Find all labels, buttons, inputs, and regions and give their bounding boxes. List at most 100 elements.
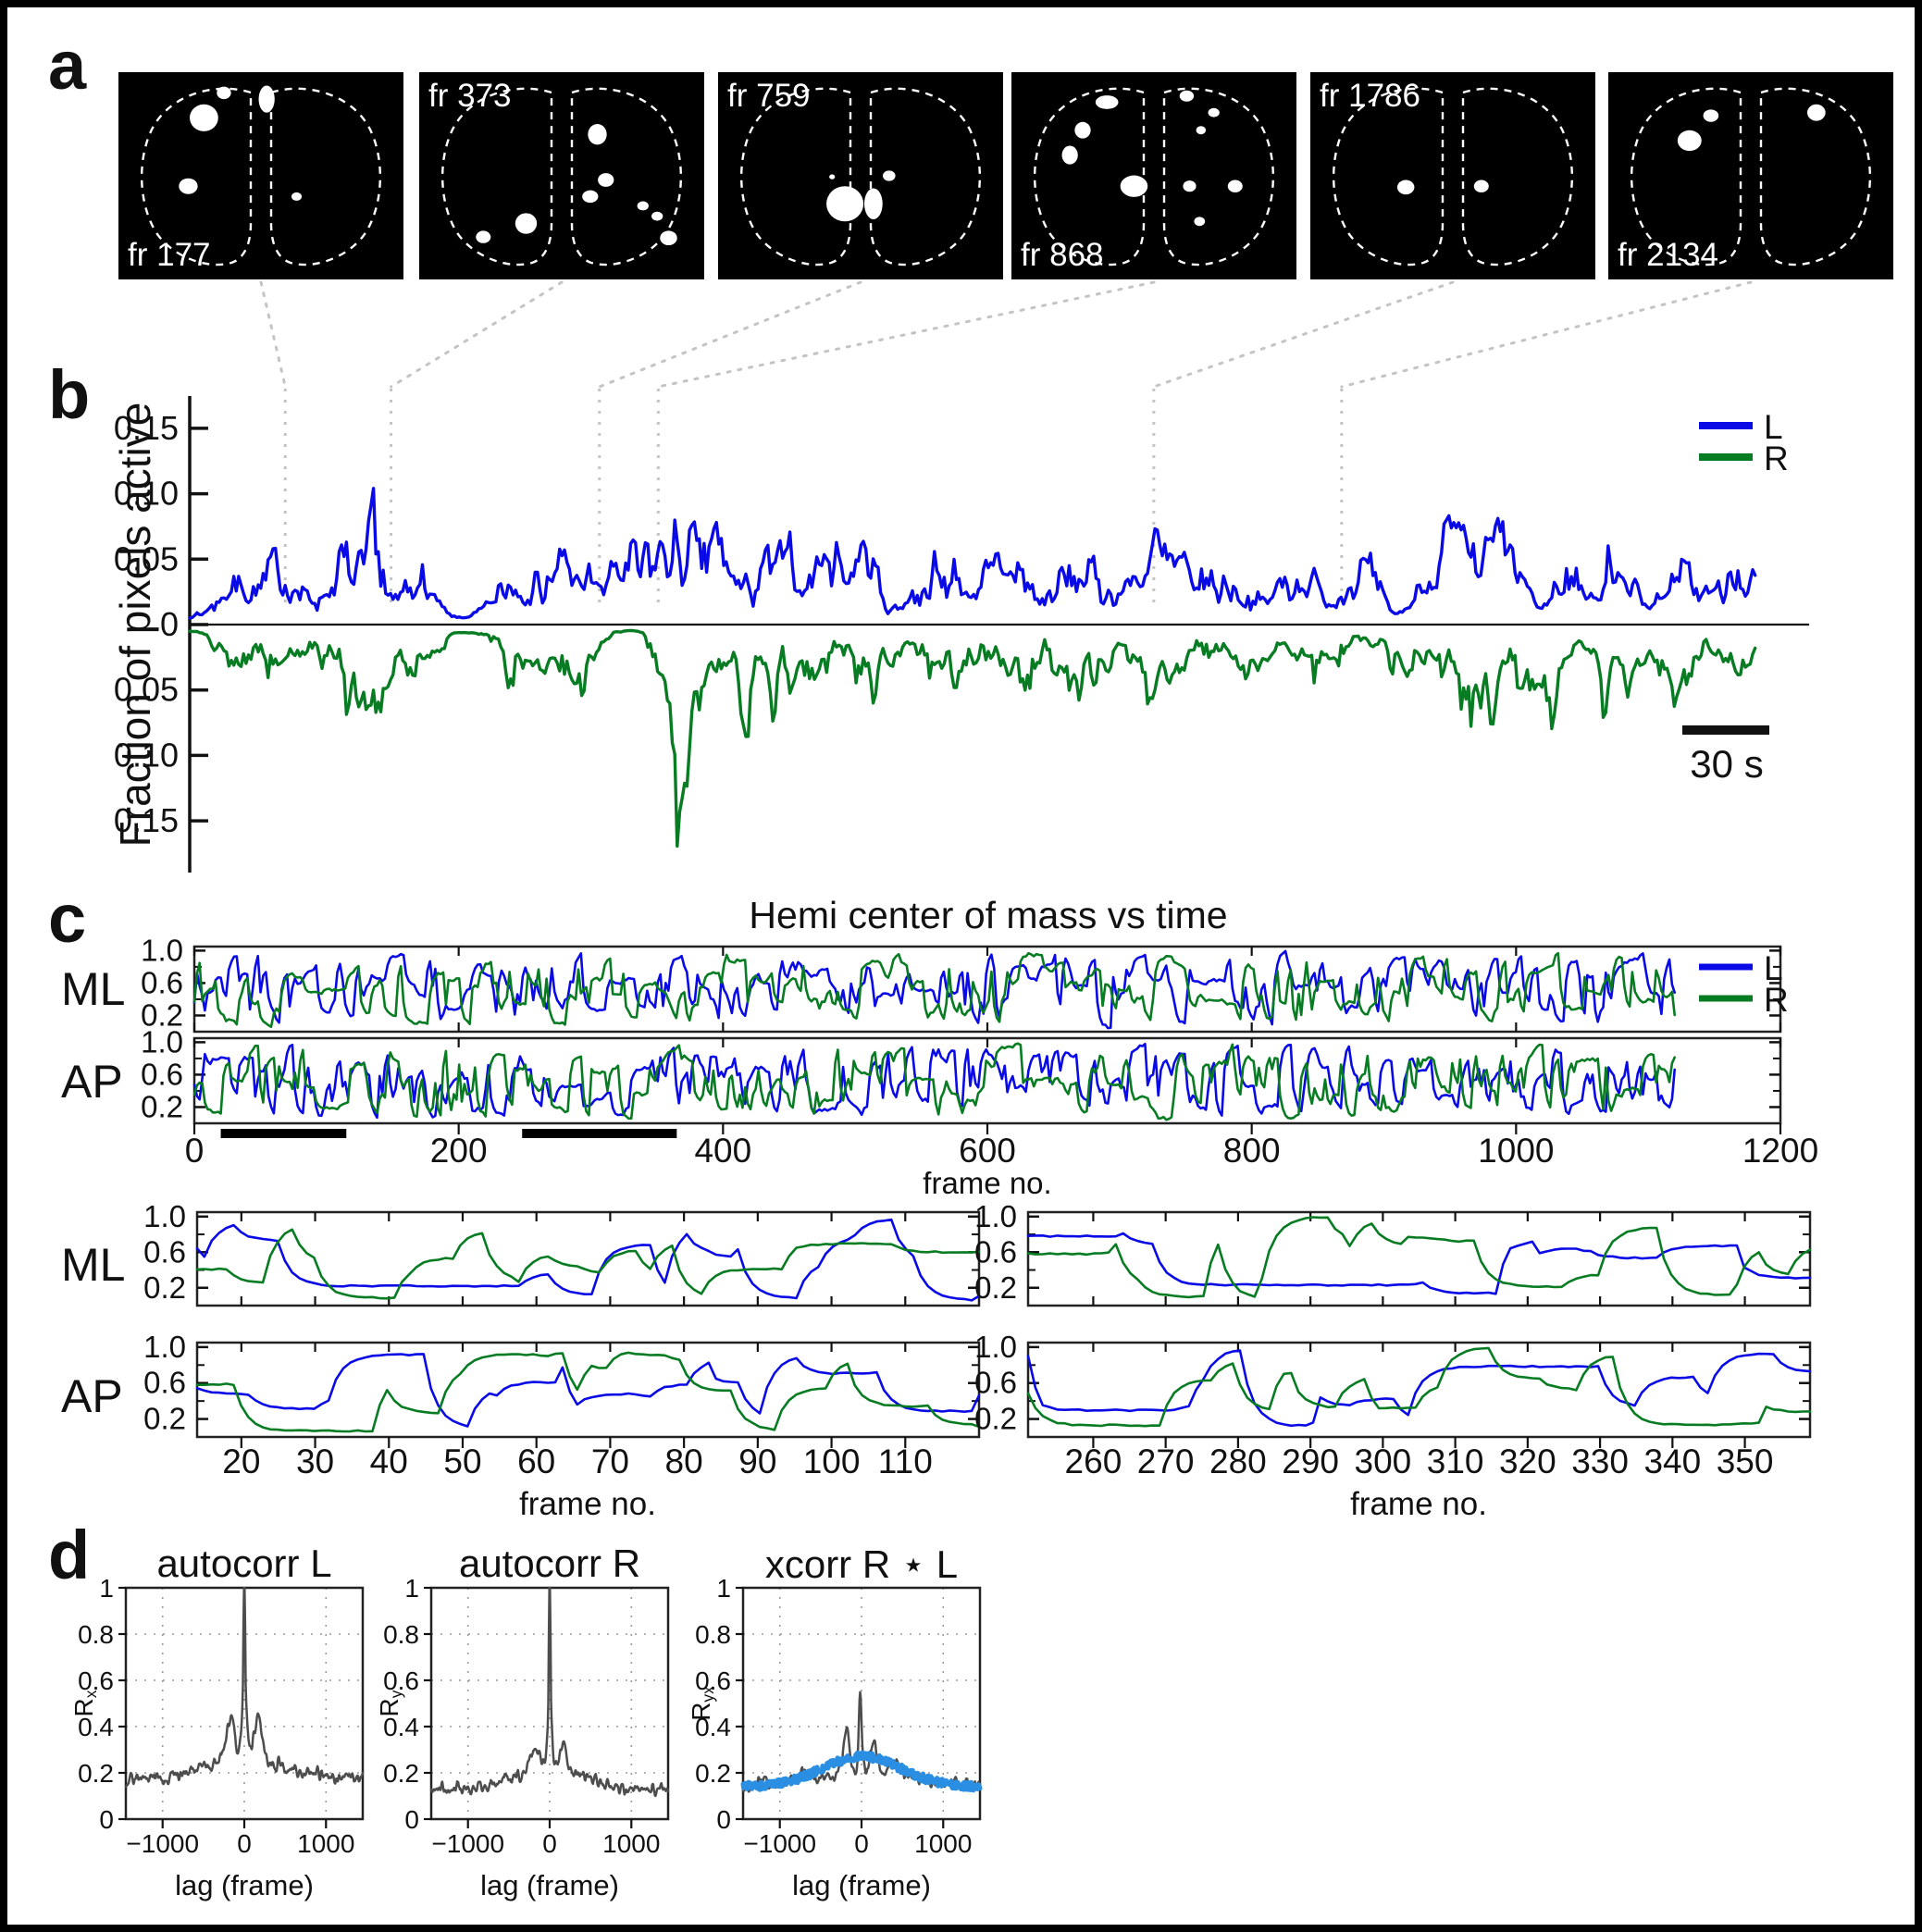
panel-c-ytick-label: 0.2 <box>974 1270 1017 1305</box>
panel-d-ytick-label: 0.2 <box>78 1759 114 1788</box>
panel-c-zoom1-AP-trace-L <box>195 1353 981 1428</box>
brain-outline <box>1759 87 1872 266</box>
panel-c-main-AP-trace-R <box>192 1042 1676 1121</box>
active-pixel-blob <box>291 192 303 201</box>
panel-c-zoom1-AP-trace-R <box>195 1351 981 1433</box>
panel-d-plot-autocorr_L: 00.20.40.60.81−1000 0 1000 <box>78 1574 365 1858</box>
panel-d-xtick-label: −1000 <box>743 1829 816 1858</box>
panel-d-ytick-label: 1 <box>99 1574 114 1603</box>
activity-frame: fr 2134 <box>1608 72 1893 279</box>
panel-c-ytick-label: 0.6 <box>143 1234 186 1269</box>
panel-c-zoom2-AP-trace-R <box>1026 1346 1812 1428</box>
connector-line <box>390 280 564 389</box>
active-pixel-blob <box>1677 130 1702 152</box>
panel-c-zoom1: 1.00.60.21.00.60.220 30 40 50 60 70 80 90 100 110 <box>143 1199 981 1480</box>
plot-box <box>192 1036 1782 1125</box>
panel-d1-y-axis-label: Rx <box>68 1690 101 1717</box>
panel-d-plot-xcorr_RL: 00.20.40.60.81−1000 0 1000 <box>695 1574 983 1858</box>
panel-d-ytick-label: 0.2 <box>383 1759 419 1788</box>
plot-box <box>1026 1210 1812 1307</box>
frame-number-label: fr 2134 <box>1618 237 1718 273</box>
panel-c-zoom1-xtick-label: 80 <box>665 1443 703 1480</box>
panel-c-zoom1-ML-trace-R <box>195 1228 981 1300</box>
panel-c-title: Hemi center of mass vs time <box>749 894 1228 936</box>
panel-c-zoom1-xtick-label: 50 <box>443 1443 481 1480</box>
active-pixel-blob <box>1196 126 1207 135</box>
panel-c-zoom1-ML-trace-L <box>195 1218 981 1302</box>
panel-c-zoom1-xtick-label: 100 <box>803 1443 861 1480</box>
panel-d-ytick-label: 0 <box>99 1805 114 1834</box>
panel-b-y-axis-label: Fraction of pixels active <box>111 402 159 848</box>
brain-outline-image <box>739 87 982 266</box>
panel-c-legend-label-L: L <box>1764 949 1783 987</box>
frame-number-label: fr 373 <box>428 78 512 114</box>
zoom-region-bar <box>522 1129 677 1138</box>
panel-c-ytick-label: 1.0 <box>141 933 183 967</box>
panel-d-trace-autocorr <box>124 1586 365 1789</box>
panel-c-zoom2-AP-trace-L <box>1026 1349 1812 1428</box>
brain-outline <box>440 87 553 266</box>
panel-c-zoom2-ML-trace-R <box>1026 1216 1812 1299</box>
brain-outline-image <box>1332 87 1574 266</box>
panel-d-xtick-label: 0 <box>237 1829 252 1858</box>
connector-line <box>1152 280 1455 389</box>
active-pixel-blob <box>1396 180 1415 195</box>
panel-d-title-autocorr-r: autocorr R <box>458 1542 641 1585</box>
active-pixel-blob <box>1120 175 1148 197</box>
panel-d-trace-xcorr <box>741 1690 982 1793</box>
brain-outline <box>739 87 852 266</box>
panel-d-xtick-label: 0 <box>542 1829 557 1858</box>
panel-c-ytick-label: 1.0 <box>143 1199 186 1233</box>
active-pixel-blob <box>1473 180 1489 192</box>
panel-b-trace-L <box>188 487 1757 620</box>
plot-box <box>124 1586 365 1821</box>
panel-c-ytick-label: 0.2 <box>141 1089 183 1123</box>
panel-c-zoom2-xtick-label: 270 <box>1137 1443 1195 1480</box>
panel-c-ytick-label: 1.0 <box>974 1330 1017 1364</box>
panel-c-zoom1-xtick-label: 20 <box>222 1443 260 1480</box>
panel-c-ytick-label: 0.2 <box>141 997 183 1032</box>
active-pixel-blob <box>588 124 607 145</box>
connector-line <box>259 280 287 389</box>
panel-d-ytick-label: 0.4 <box>78 1713 114 1741</box>
active-pixel-blob <box>217 86 231 100</box>
active-pixel-blob <box>1095 95 1119 109</box>
panel-c-legend-label-R: R <box>1764 981 1789 1019</box>
activity-frame: fr 373 <box>419 72 704 279</box>
panel-c-ytick-label: 1.0 <box>143 1330 186 1364</box>
active-pixel-blob <box>883 170 896 181</box>
active-pixel-blob <box>1179 90 1195 102</box>
panel-c-zoom1-xtick-label: 110 <box>878 1443 933 1480</box>
panel-d-letter: d <box>48 1517 91 1593</box>
panel-c-zoom2-xtick-label: 350 <box>1717 1443 1774 1480</box>
panel-c-main-xtick-label: 0 <box>185 1132 205 1170</box>
activity-frame: fr 759 <box>718 72 1003 279</box>
frame-number-label: fr 868 <box>1021 237 1104 273</box>
panel-d-ytick-label: 0 <box>404 1805 419 1834</box>
panel-d2-x-axis-label: lag (frame) <box>480 1869 619 1901</box>
panel-d-plot-autocorr_R: 00.20.40.60.81−1000 0 1000 <box>383 1574 670 1858</box>
panel-d-xtick-label: 1000 <box>297 1829 354 1858</box>
panel-c-zoom2-xtick-label: 320 <box>1499 1443 1556 1480</box>
panel-c-ytick-label: 0.2 <box>974 1402 1017 1436</box>
panel-c-main: 1.00.60.21.00.60.20 200 400 600 800 1000 1200 <box>141 933 1818 1170</box>
plot-box <box>195 1210 981 1307</box>
panel-d3-y-axis-label: Ryx <box>686 1686 718 1721</box>
panel-d-xtick-label: −1000 <box>431 1829 504 1858</box>
frame-to-time-connectors <box>259 280 1753 389</box>
connector-line <box>1340 280 1753 389</box>
active-pixel-blob <box>1227 180 1243 192</box>
active-pixel-blob <box>258 85 275 113</box>
panel-c-zoom-row-label-ap: AP <box>61 1370 123 1422</box>
panel-d-ytick-label: 0.8 <box>695 1620 731 1649</box>
active-pixel-blob <box>190 104 218 131</box>
panel-c-ytick-label: 0.6 <box>141 965 183 999</box>
panel-d-ytick-label: 1 <box>716 1574 731 1603</box>
panel-c-zoom2-ML-trace-L <box>1026 1232 1812 1295</box>
active-pixel-blob <box>179 178 198 194</box>
active-pixel-blob <box>826 186 864 222</box>
plot-box <box>192 945 1782 1034</box>
